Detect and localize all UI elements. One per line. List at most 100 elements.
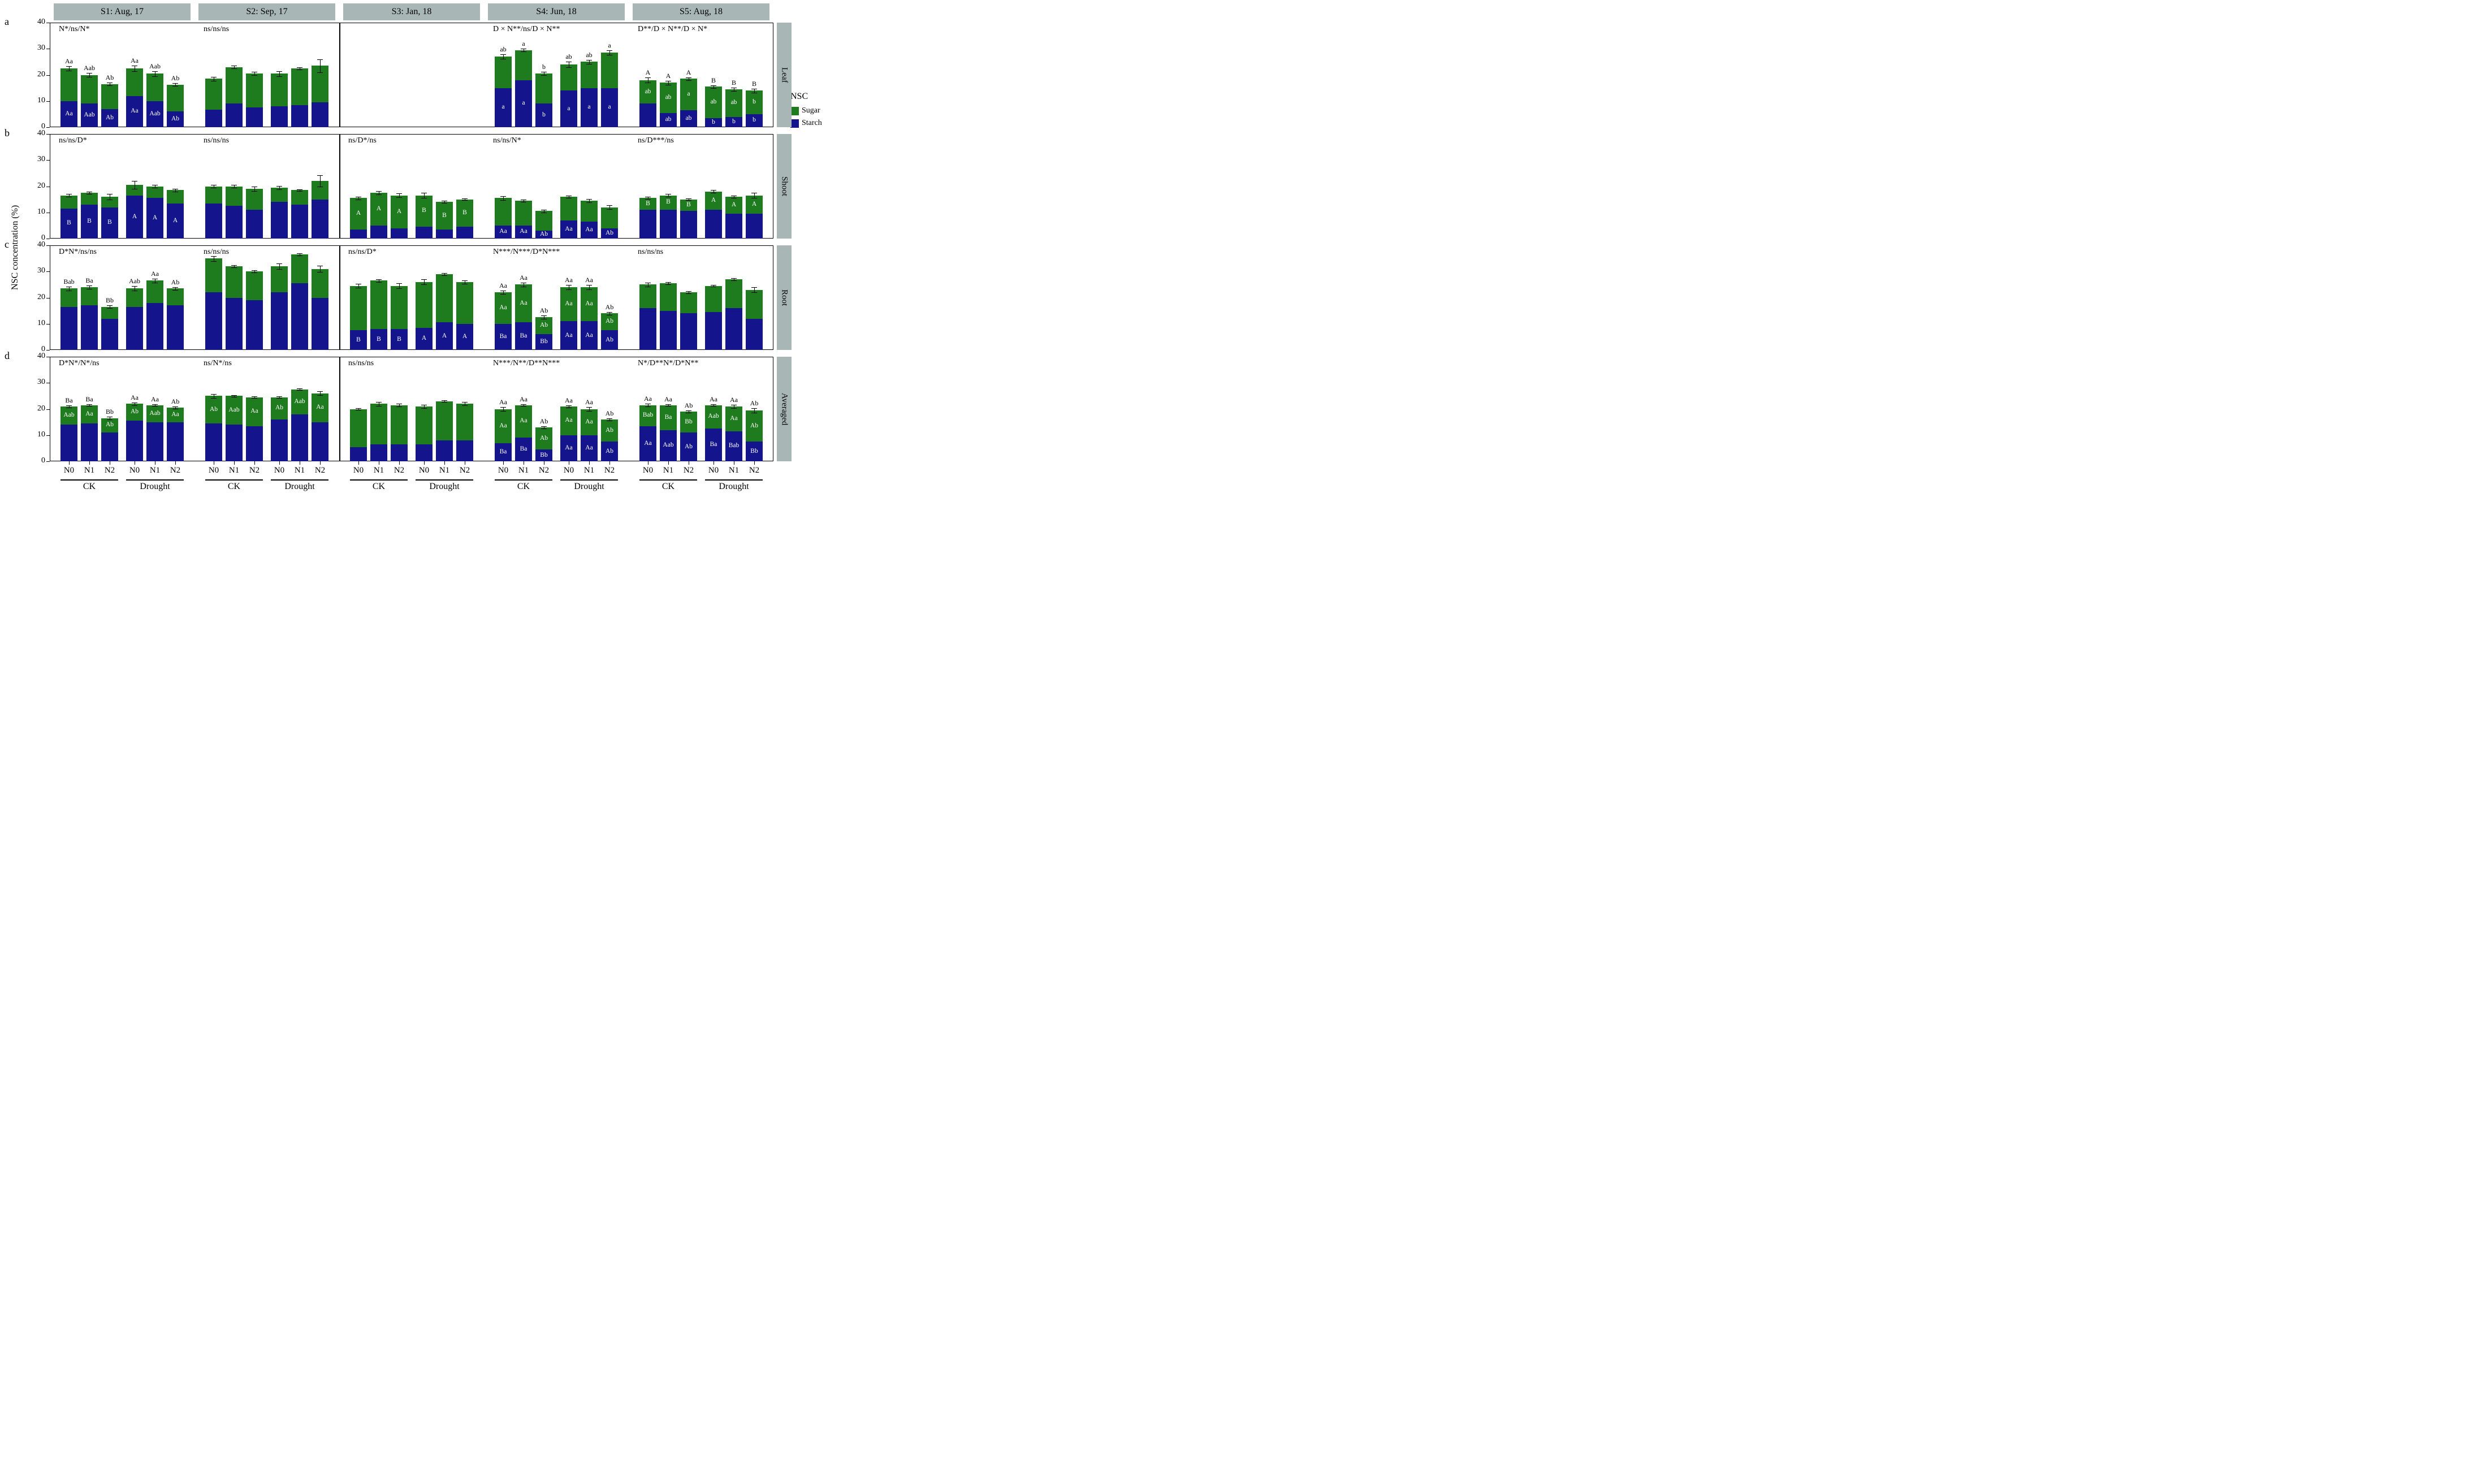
error-bar [254, 270, 255, 273]
sig-letter-starch: Bab [728, 442, 740, 449]
treatment-underline [205, 479, 263, 481]
stats-annotation: D*N*/ns/ns [59, 248, 97, 256]
sig-letter-above: Ab [605, 409, 614, 417]
y-axis-title: NSC concentration (%) [10, 205, 20, 291]
bar-starch [167, 422, 184, 461]
bar-starch [436, 229, 453, 239]
bar-sugar [205, 396, 222, 423]
error-bar-cap [607, 205, 612, 206]
bar-sugar [370, 404, 387, 444]
x-tick-label: N1 [583, 466, 595, 475]
error-bar-cap [172, 83, 178, 84]
bar-starch [312, 422, 328, 461]
bar-starch [101, 109, 118, 127]
bar-sugar [271, 397, 288, 419]
bar-sugar [271, 266, 288, 293]
sig-letter-sugar: b [753, 98, 756, 106]
sig-letter-starch: b [732, 118, 736, 125]
sig-letter-above: Ba [85, 276, 93, 285]
error-bar-cap [276, 185, 282, 187]
sig-letter-starch: a [522, 99, 525, 107]
error-bar-cap [500, 294, 506, 295]
sig-letter-sugar: Ab [750, 422, 759, 429]
bar-starch [350, 447, 367, 461]
bar-sugar [639, 80, 656, 104]
y-tick [46, 350, 50, 351]
bar-starch [291, 283, 308, 350]
bar-sugar [515, 284, 532, 323]
bar-sugar [436, 401, 453, 440]
sig-letter-starch: Ab [171, 115, 180, 123]
error-bar-cap [87, 285, 92, 287]
bar-starch [456, 440, 473, 461]
legend-entry-starch: Starch [790, 119, 823, 128]
bar-starch [146, 302, 163, 350]
error-bar [503, 54, 504, 59]
error-bar-cap [442, 203, 447, 204]
bar-starch [146, 101, 163, 127]
error-bar-cap [317, 395, 323, 396]
sig-letter-starch: a [501, 103, 505, 111]
bar-starch [312, 102, 328, 127]
error-bar [754, 287, 755, 292]
error-bar-cap [231, 265, 237, 266]
error-bar-cap [442, 275, 447, 276]
error-bar-cap [376, 194, 382, 196]
y-tick-label: 30 [37, 266, 45, 275]
error-bar-cap [396, 193, 402, 194]
sig-letter-starch: Bb [540, 338, 548, 345]
error-bar-cap [586, 411, 592, 412]
sig-letter-above: Ab [171, 397, 180, 406]
error-bar [399, 193, 400, 198]
error-bar-cap [252, 191, 257, 192]
bar-sugar [226, 396, 243, 425]
bar-sugar [60, 406, 77, 425]
sig-letter-above: Aa [565, 276, 573, 284]
sig-letter-above: B [711, 76, 716, 84]
bar-starch [126, 421, 143, 461]
x-tick-label: N2 [314, 466, 326, 475]
sig-letter-above: a [608, 41, 611, 50]
sig-letter-above: Aa [65, 57, 73, 66]
sig-letter-starch: A [421, 335, 427, 342]
sig-letter-sugar: Aa [499, 304, 507, 311]
sig-letter-above: ab [586, 50, 593, 59]
bar-starch [515, 80, 532, 127]
bar-starch [705, 311, 722, 350]
error-bar [609, 311, 610, 315]
bar-starch [81, 103, 98, 127]
error-bar [609, 205, 610, 209]
error-bar-cap [276, 396, 282, 397]
error-bar [234, 395, 235, 397]
treatment-underline [60, 479, 118, 481]
legend: NSC Sugar Starch [790, 92, 823, 131]
sig-letter-above: Aa [151, 395, 159, 403]
sig-letter-starch: B [356, 336, 361, 343]
facet-divider [339, 23, 340, 127]
error-bar [668, 193, 669, 197]
x-tick-label: N2 [749, 466, 760, 475]
bar-sugar [350, 285, 367, 331]
bar-starch [60, 425, 77, 461]
error-bar [89, 72, 90, 77]
bar-sugar [601, 419, 618, 442]
bar-starch [639, 210, 656, 239]
error-bar-cap [152, 76, 158, 77]
bar-sugar [205, 186, 222, 204]
sig-letter-above: Aa [520, 395, 527, 403]
x-tick [668, 461, 669, 465]
bar-sugar [101, 197, 118, 207]
y-tick-label: 0 [41, 233, 45, 242]
facet-divider [339, 357, 340, 461]
bar-sugar [601, 207, 618, 228]
sig-letter-sugar: Ab [605, 318, 614, 325]
error-bar [319, 59, 321, 72]
error-bar-cap [211, 261, 217, 262]
error-bar-cap [317, 72, 323, 73]
treatment-label: CK [661, 482, 675, 491]
bar-sugar [350, 198, 367, 230]
y-tick-label: 20 [37, 70, 45, 79]
treatment-label: Drought [719, 482, 749, 491]
error-bar-cap [107, 85, 113, 86]
y-tick-label: 10 [37, 207, 45, 216]
